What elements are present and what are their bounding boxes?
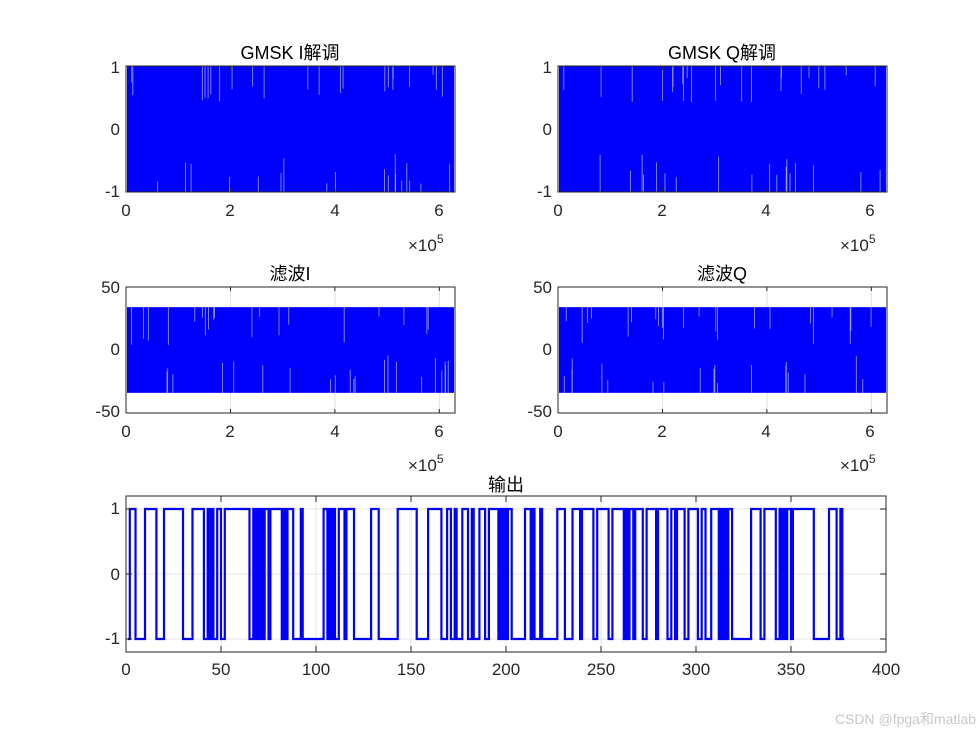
title-filtered-q: 滤波Q	[696, 264, 748, 284]
xtick-label: 100	[301, 660, 331, 679]
x-exponent-label: ×105	[840, 232, 876, 255]
ytick-label: -1	[104, 182, 120, 201]
xtick-label: 6	[434, 201, 444, 220]
axes-q_demod	[557, 65, 888, 193]
title-filtered-i: 滤波I	[269, 264, 311, 284]
xtick-label: 300	[681, 660, 711, 679]
title-output: 输出	[488, 475, 524, 495]
xtick-label: 6	[865, 422, 875, 441]
xtick-label: 4	[330, 201, 340, 220]
xtick-label: 4	[761, 422, 771, 441]
xtick-label: 2	[225, 422, 235, 441]
x-exponent-label: ×105	[408, 452, 444, 475]
axes-i_demod	[125, 65, 456, 193]
xtick-label: 400	[871, 660, 901, 679]
ytick-label: 1	[110, 499, 120, 518]
x-exponent-label: ×105	[840, 452, 876, 475]
title-i-demod: GMSK I解调	[240, 43, 340, 63]
axes-filtered_q	[557, 286, 888, 414]
ytick-label: 0	[110, 120, 120, 139]
ytick-label: 0	[110, 340, 120, 359]
axes-filtered_i	[125, 286, 456, 414]
xtick-label: 6	[434, 422, 444, 441]
ytick-label: 0	[110, 565, 120, 584]
axes-output	[125, 495, 887, 653]
xtick-label: 350	[776, 660, 806, 679]
xtick-label: 0	[553, 201, 563, 220]
ytick-label: 50	[533, 278, 552, 297]
xtick-label: 0	[121, 422, 131, 441]
xtick-label: 0	[121, 660, 131, 679]
ytick-label: -1	[536, 182, 552, 201]
xtick-label: 200	[491, 660, 521, 679]
ytick-label: 50	[101, 278, 120, 297]
ytick-label: 0	[542, 340, 552, 359]
xtick-label: 6	[865, 201, 875, 220]
xtick-label: 4	[330, 422, 340, 441]
xtick-label: 2	[657, 422, 667, 441]
xtick-label: 0	[121, 201, 131, 220]
xtick-label: 250	[586, 660, 616, 679]
title-q-demod: GMSK Q解调	[667, 43, 777, 63]
ytick-label: 1	[110, 58, 120, 77]
ytick-label: -50	[527, 402, 552, 421]
ytick-label: -50	[95, 402, 120, 421]
watermark: CSDN @fpga和matlab	[834, 711, 976, 727]
output-bit-trace	[127, 507, 845, 641]
xtick-label: 2	[657, 201, 667, 220]
ytick-label: 0	[542, 120, 552, 139]
x-exponent-label: ×105	[408, 232, 444, 255]
xtick-label: 50	[211, 660, 231, 679]
xtick-label: 2	[225, 201, 235, 220]
xtick-label: 0	[553, 422, 563, 441]
xtick-label: 4	[761, 201, 771, 220]
ytick-label: 1	[542, 58, 552, 77]
xtick-label: 150	[396, 660, 426, 679]
ytick-label: -1	[104, 629, 120, 648]
